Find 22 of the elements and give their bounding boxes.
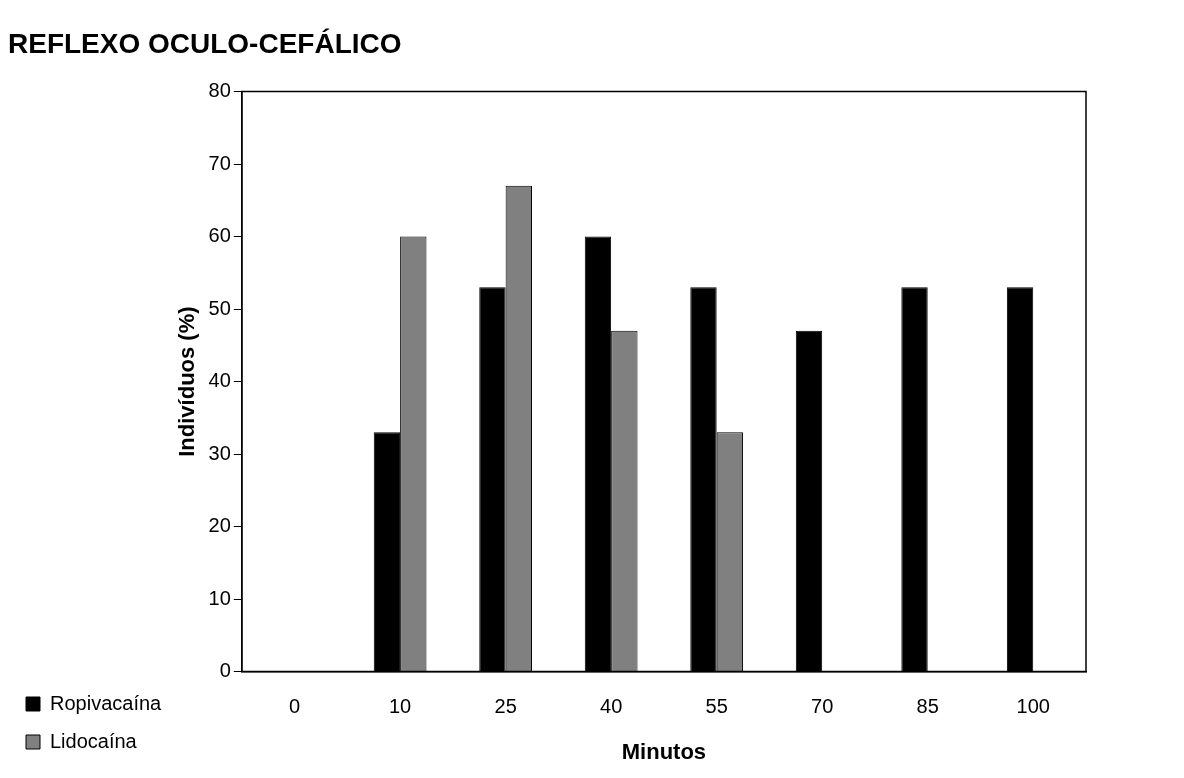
y-tick-label: 60	[208, 224, 231, 247]
x-tick-label: 10	[388, 695, 412, 718]
x-tick-label: 70	[811, 695, 834, 718]
y-tick-label: 0	[219, 659, 231, 682]
y-tick-label: 30	[208, 441, 231, 464]
x-tick-label: 85	[916, 695, 939, 718]
x-tick-label: 40	[600, 695, 623, 718]
x-tick-label: 25	[494, 695, 517, 718]
legend-label: Ropivacaína	[50, 691, 163, 714]
chart-title: REFLEXO OCULO-CEFÁLICO	[8, 27, 402, 59]
x-tick-label: 100	[1016, 695, 1050, 718]
y-tick-label: 80	[208, 79, 231, 102]
y-tick-label: 10	[208, 586, 231, 609]
y-axis-title: Indivíduos (%)	[174, 306, 200, 457]
y-tick-label: 20	[208, 514, 231, 537]
legend-label: Lidocaína	[50, 729, 138, 752]
x-axis-title: Minutos	[621, 738, 707, 764]
x-tick-label: 0	[289, 695, 301, 718]
y-tick-label: 50	[208, 296, 231, 319]
y-tick-label: 40	[208, 369, 231, 392]
x-tick-label: 55	[705, 695, 728, 718]
y-tick-label: 70	[208, 151, 231, 174]
